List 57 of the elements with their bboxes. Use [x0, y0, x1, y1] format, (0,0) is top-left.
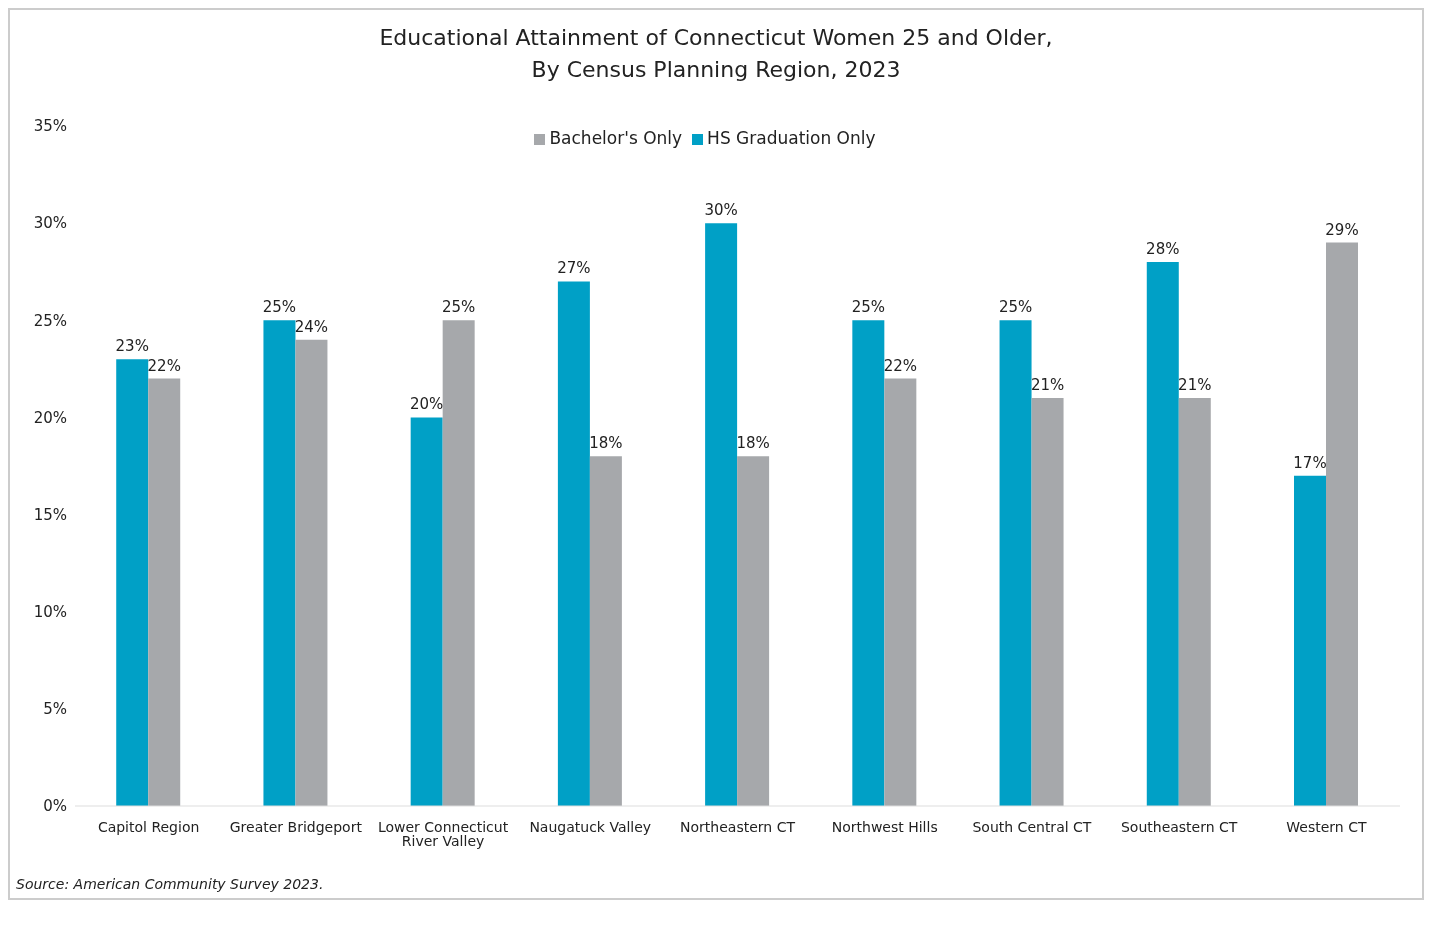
bar: [295, 339, 328, 806]
x-tick-label: Southeastern CT: [1120, 818, 1238, 835]
data-label: 27%: [557, 259, 591, 278]
data-label: 21%: [1178, 376, 1212, 394]
data-label: 25%: [851, 298, 886, 317]
chart-title: Educational Attainment of Connecticut Women 25 and Older, By Census Planning Region, 2023: [378, 24, 1054, 84]
data-label: 25%: [262, 298, 297, 317]
y-tick-label: 5%: [43, 700, 67, 719]
bar: [1031, 398, 1064, 806]
x-tick-label: Naugatuck Valley: [529, 818, 652, 835]
bar: [884, 378, 917, 806]
data-label: 18%: [589, 434, 623, 453]
x-tick-label: Greater Bridgeport: [229, 818, 363, 835]
y-tick-label: 15%: [33, 505, 67, 524]
bar: [852, 320, 885, 806]
data-label: 28%: [1146, 240, 1180, 258]
x-tick-label: Capitol Region: [97, 818, 200, 835]
data-label: 29%: [1325, 220, 1359, 239]
x-tick-label: Northeastern CT: [680, 818, 796, 835]
x-tick-label: Northwest Hills: [831, 818, 938, 835]
data-label: 17%: [1293, 453, 1327, 472]
bar: [1326, 242, 1358, 806]
bar: [116, 359, 149, 806]
data-label: 18%: [736, 434, 770, 453]
y-tick-label: 35%: [33, 117, 67, 136]
bar: [589, 456, 622, 806]
data-label: 20%: [409, 395, 444, 414]
data-label: 22%: [147, 356, 181, 375]
x-tick-label: Western CT: [1286, 818, 1367, 835]
y-tick-label: 10%: [33, 603, 67, 622]
bar: [148, 378, 181, 806]
data-label: 25%: [441, 298, 476, 317]
bar: [999, 320, 1032, 806]
bar: [410, 417, 443, 806]
y-tick-label: 25%: [33, 311, 67, 330]
bar: [1294, 475, 1326, 806]
source-note: Source: American Community Survey 2023.: [15, 876, 325, 894]
bar: [557, 281, 590, 806]
bar: [1146, 262, 1179, 806]
data-label: 30%: [704, 201, 738, 220]
data-label: 24%: [294, 317, 329, 336]
legend-label: Bachelor's Only: [549, 128, 683, 148]
bar: [1178, 398, 1211, 806]
bar: [263, 320, 296, 806]
x-tick-label: Lower Connecticut River Valley: [377, 818, 509, 849]
x-tick-label: South Central CT: [972, 818, 1092, 835]
bar: [737, 456, 770, 806]
legend-label: HS Graduation Only: [707, 128, 876, 148]
y-tick-label: 20%: [33, 408, 67, 427]
data-label: 25%: [998, 298, 1033, 317]
data-label: 21%: [1030, 376, 1065, 394]
y-tick-label: 30%: [33, 214, 67, 233]
data-label: 23%: [115, 337, 149, 356]
bar: [442, 320, 475, 806]
y-tick-label: 0%: [43, 797, 67, 816]
data-label: 22%: [883, 356, 918, 375]
bar: [705, 223, 738, 806]
